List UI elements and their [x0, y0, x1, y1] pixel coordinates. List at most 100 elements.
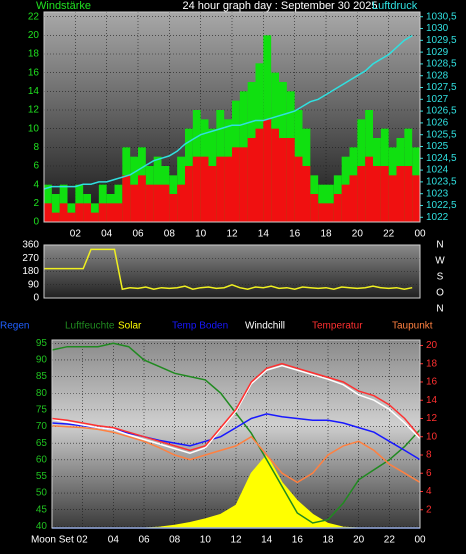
x-tick-label: 16	[289, 229, 301, 240]
y2-tick-label: 1030,5	[426, 11, 457, 22]
bar	[51, 212, 60, 222]
y2-tick-label: 1028,5	[426, 59, 457, 70]
bar	[122, 175, 131, 222]
y-tick-label: 55	[36, 471, 48, 482]
bar	[114, 203, 123, 222]
y-tick-label: 4	[33, 179, 39, 190]
y2-tick-label: 1022	[426, 212, 449, 223]
x-tick-label: 04	[101, 229, 113, 240]
bar	[98, 203, 107, 222]
y-tick-label: 0	[33, 217, 39, 228]
y-tick-label: 2	[33, 198, 39, 209]
bar	[404, 166, 413, 222]
x-tick-label: 02	[70, 229, 82, 240]
x-tick-label: Moon Set 02	[31, 535, 88, 546]
x-tick-label: 00	[414, 535, 426, 546]
bar	[67, 212, 76, 222]
bar	[75, 203, 84, 222]
plot-border	[43, 244, 421, 299]
bar	[67, 203, 76, 222]
bar	[286, 138, 295, 222]
y-tick-label: 75	[36, 405, 48, 416]
bar	[44, 203, 52, 222]
bar	[83, 203, 91, 222]
bar	[326, 203, 334, 222]
y2-tick-label: 1028	[426, 70, 449, 81]
y-tick-label: 85	[36, 371, 48, 382]
direction-label: S	[437, 272, 444, 283]
bar	[192, 156, 201, 222]
y-tick-label: 40	[36, 521, 48, 532]
line	[51, 362, 421, 452]
bar	[380, 166, 389, 222]
x-tick-label: 12	[226, 229, 238, 240]
y2-tick-label: 1024	[426, 165, 449, 176]
x-tick-label: 20	[352, 229, 364, 240]
x-tick-label: 12	[230, 535, 242, 546]
y-tick-label: 95	[36, 338, 48, 349]
y2-tick-label: 1025,5	[426, 129, 457, 140]
x-tick-label: 06	[138, 535, 150, 546]
bar	[365, 156, 373, 222]
bar	[59, 203, 68, 222]
y2-tick-label: 1029,5	[426, 35, 457, 46]
y-tick-label: 90	[36, 355, 48, 366]
bar	[130, 184, 138, 222]
y2-tick-label: 18	[426, 358, 438, 369]
bar	[357, 166, 366, 222]
x-tick-label: 18	[322, 535, 334, 546]
y2-tick-label: 20	[426, 340, 438, 351]
y2-tick-label: 1027	[426, 94, 449, 105]
bar	[412, 175, 420, 222]
y-tick-label: 180	[22, 266, 39, 277]
y2-tick-label: 14	[426, 395, 438, 406]
bar	[161, 184, 170, 222]
y2-tick-label: 6	[426, 468, 432, 479]
y-tick-label: 18	[28, 49, 40, 60]
y2-tick-label: 1026,5	[426, 106, 457, 117]
y2-tick-label: 1023	[426, 188, 449, 199]
x-tick-label: 14	[258, 229, 270, 240]
x-tick-label: 18	[320, 229, 332, 240]
x-tick-label: 00	[414, 229, 426, 240]
y-tick-label: 45	[36, 504, 48, 515]
y-tick-label: 270	[22, 253, 39, 264]
y2-tick-label: 1029	[426, 47, 449, 58]
x-tick-label: 16	[292, 535, 304, 546]
y2-tick-label: 16	[426, 377, 438, 388]
bar	[263, 119, 272, 222]
direction-label: O	[436, 288, 444, 299]
y-tick-label: 20	[28, 30, 40, 41]
legend-label: Taupunkt	[392, 321, 433, 332]
x-tick-label: 22	[383, 229, 395, 240]
chart-title: 24 hour graph day : September 30 2025	[182, 0, 377, 12]
y2-tick-label: 4	[426, 486, 432, 497]
bar	[349, 175, 358, 222]
bar	[208, 166, 217, 222]
bar	[145, 184, 154, 222]
x-tick-label: 04	[108, 535, 120, 546]
bar	[51, 194, 60, 222]
line	[51, 425, 421, 484]
y2-tick-label: 8	[426, 450, 432, 461]
y-tick-label: 50	[36, 488, 48, 499]
y-tick-label: 360	[22, 240, 39, 251]
y-tick-label: 14	[28, 86, 40, 97]
bar	[247, 138, 256, 222]
legend-label: Windchill	[245, 321, 285, 332]
bar	[318, 203, 326, 222]
y2-tick-label: 1030	[426, 23, 449, 34]
y2-tick-label: 10	[426, 431, 438, 442]
y2-tick-label: 1025	[426, 141, 449, 152]
bar	[153, 184, 162, 222]
bar	[169, 194, 178, 222]
bar	[255, 128, 264, 222]
x-tick-label: 10	[195, 229, 207, 240]
line	[43, 34, 413, 190]
bar	[388, 175, 397, 222]
y-tick-label: 80	[36, 388, 48, 399]
y-tick-label: 60	[36, 454, 48, 465]
direction-label: N	[436, 304, 443, 315]
bar	[185, 166, 193, 222]
y-tick-label: 10	[28, 123, 40, 134]
